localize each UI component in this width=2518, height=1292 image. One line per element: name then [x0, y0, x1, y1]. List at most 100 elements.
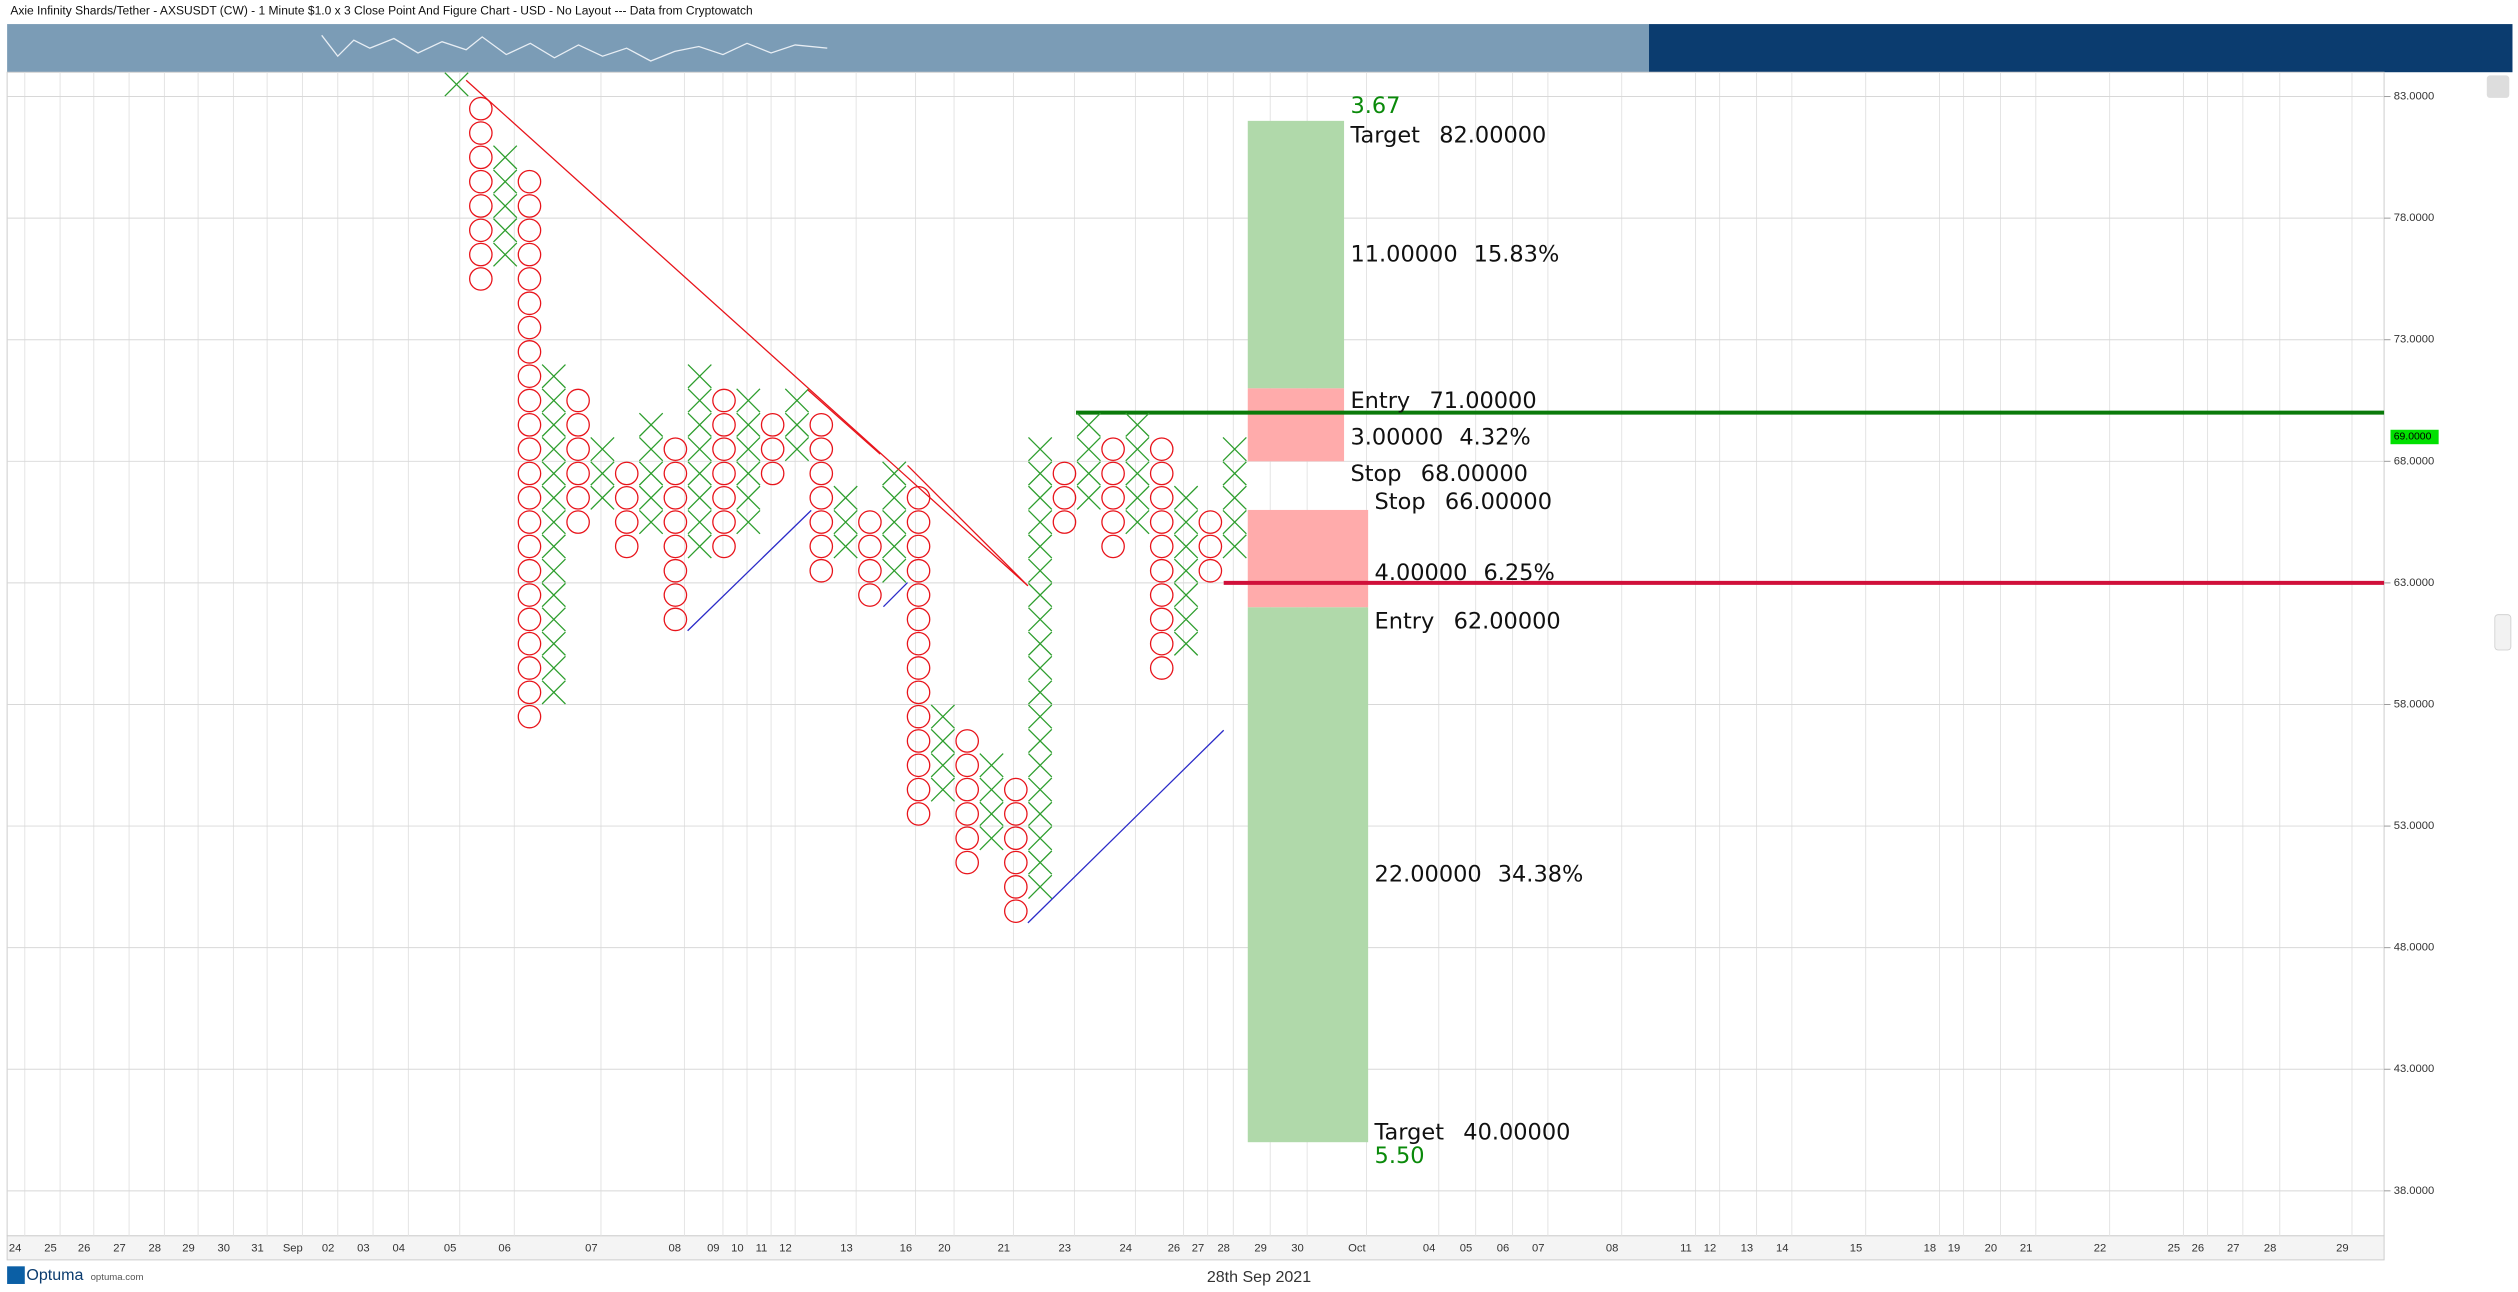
o-box: [1101, 437, 1125, 461]
o-box: [906, 802, 931, 826]
navigator-line: [321, 34, 828, 62]
x-tick-label: 14: [1776, 1243, 1788, 1255]
o-box: [1101, 461, 1125, 486]
x-box: [541, 364, 566, 389]
o-box: [517, 194, 542, 218]
navigator-window[interactable]: [1649, 24, 2513, 73]
o-box: [906, 656, 931, 680]
x-box: [736, 485, 761, 510]
x-box: [930, 777, 955, 802]
reward-label-value: 15.83%: [1474, 241, 1560, 267]
stop-label: Stop 66.00000: [1375, 488, 1552, 514]
stop-label: Stop 68.00000: [1350, 461, 1527, 487]
y-tick-label: 53.0000: [2394, 820, 2435, 832]
x-tick-label: 12: [1704, 1243, 1716, 1255]
o-box: [517, 461, 542, 486]
o-box: [566, 437, 590, 461]
o-box: [906, 680, 931, 705]
y-tick-label: 83.0000: [2394, 91, 2435, 103]
o-box: [1149, 437, 1174, 461]
x-box: [1028, 850, 1053, 875]
o-box: [517, 680, 542, 705]
o-box: [1149, 631, 1174, 656]
o-box: [469, 169, 493, 194]
o-box: [955, 850, 980, 875]
o-box: [858, 583, 882, 607]
o-box: [1101, 485, 1125, 510]
entry-label-value: 71.00000: [1429, 388, 1536, 414]
x-tick-label: 04: [392, 1243, 404, 1255]
x-box: [1028, 826, 1053, 851]
reward-label-value: 34.38%: [1498, 861, 1584, 887]
x-box: [1222, 437, 1247, 462]
x-box: [1125, 437, 1150, 462]
trendline: [807, 389, 881, 455]
o-column: [469, 96, 493, 291]
o-box: [906, 510, 931, 534]
x-tick-label: 18: [1924, 1243, 1936, 1255]
navigator[interactable]: [7, 24, 1650, 73]
entry-label-word: Entry: [1350, 388, 1410, 414]
x-box: [687, 364, 712, 389]
risk-label-value: 6.25%: [1483, 560, 1554, 586]
entry-label: Entry 71.00000: [1350, 388, 1536, 414]
x-box: [1028, 777, 1053, 802]
o-column: [809, 413, 834, 583]
x-box: [1076, 437, 1101, 462]
x-tick-label: 04: [1423, 1243, 1435, 1255]
x-box: [784, 388, 810, 413]
x-tick-label: 29: [2336, 1243, 2348, 1255]
lock-icon[interactable]: [2486, 75, 2510, 98]
o-box: [955, 729, 980, 753]
o-box: [809, 534, 834, 559]
x-box: [541, 680, 566, 705]
x-box: [493, 218, 518, 243]
x-box: [687, 534, 712, 559]
x-box: [1222, 509, 1247, 535]
x-box: [541, 534, 566, 559]
x-column: [1125, 412, 1150, 535]
x-box: [493, 193, 518, 219]
x-tick-label: 27: [2227, 1243, 2239, 1255]
o-column: [614, 461, 639, 559]
x-tick-label: 02: [322, 1243, 334, 1255]
o-box: [809, 413, 834, 437]
x-tick-label: 26: [78, 1243, 90, 1255]
target-label-value: 82.00000: [1439, 122, 1546, 148]
x-box: [541, 461, 566, 486]
x-tick-label: 19: [1948, 1243, 1960, 1255]
o-box: [469, 96, 493, 121]
o-box: [712, 510, 736, 534]
o-box: [469, 267, 493, 291]
x-box: [1173, 485, 1199, 510]
o-box: [1052, 461, 1077, 486]
plot-area: 24 25 26 27 28 29 30 31 Sep 02 03 04 05 06 07 08 09 10 11 1…: [7, 72, 2385, 1255]
o-box: [517, 437, 542, 461]
logo-mark: [7, 1266, 25, 1284]
x-box: [1028, 534, 1053, 559]
o-box: [469, 145, 493, 170]
x-tick-label: 06: [498, 1243, 510, 1255]
reward-zone: [1247, 120, 1345, 389]
x-tick-label: 07: [585, 1243, 597, 1255]
footer-date: 28th Sep 2021: [1207, 1268, 1311, 1286]
collapse-button[interactable]: [2494, 614, 2512, 651]
stop-label-word: Stop: [1350, 461, 1401, 487]
x-tick-label: 20: [1985, 1243, 1997, 1255]
o-box: [517, 169, 542, 194]
x-box: [1125, 461, 1150, 486]
o-box: [469, 218, 493, 243]
o-box: [712, 413, 736, 437]
x-box: [1028, 461, 1053, 486]
o-box: [517, 607, 542, 632]
o-box: [1198, 510, 1223, 534]
target-label-word: Target: [1374, 1119, 1445, 1145]
o-box: [517, 583, 542, 607]
o-box: [517, 510, 542, 534]
x-box: [1028, 509, 1053, 535]
o-box: [760, 413, 785, 437]
risk-label: 3.00000 4.32%: [1350, 424, 1530, 450]
o-box: [858, 558, 882, 583]
o-box: [663, 534, 688, 559]
o-box: [906, 777, 931, 802]
